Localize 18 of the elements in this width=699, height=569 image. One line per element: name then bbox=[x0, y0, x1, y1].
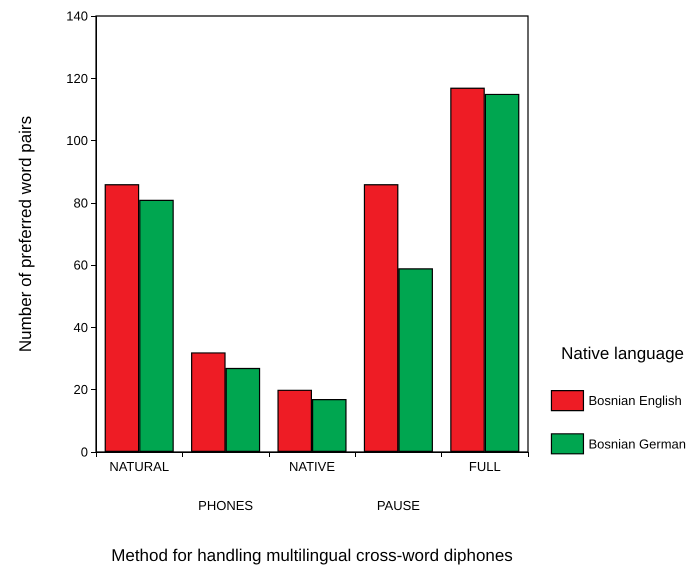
legend-label: Bosnian German bbox=[588, 436, 686, 452]
y-tick-label: 20 bbox=[74, 382, 88, 398]
legend-title: Native language bbox=[561, 344, 684, 363]
x-tick-label: NATURAL bbox=[109, 459, 170, 474]
x-tick-label: FULL bbox=[468, 459, 501, 474]
x-tick-label: PHONES bbox=[198, 498, 254, 513]
y-tick-label: 100 bbox=[66, 133, 88, 148]
y-tick-label: 0 bbox=[80, 444, 88, 460]
y-tick-label: 60 bbox=[74, 258, 88, 273]
y-axis-title: Number of preferred word pairs bbox=[16, 116, 35, 352]
x-axis-title: Method for handling multilingual cross-word diphones bbox=[111, 546, 513, 565]
y-tick-label: 120 bbox=[66, 70, 88, 86]
x-tick-label: PAUSE bbox=[376, 498, 420, 513]
legend-label: Bosnian English bbox=[588, 393, 682, 408]
y-tick-label: 40 bbox=[74, 320, 88, 335]
y-tick-label: 140 bbox=[66, 8, 88, 24]
y-tick-label: 80 bbox=[74, 195, 88, 210]
x-tick-label: NATIVE bbox=[289, 459, 336, 474]
